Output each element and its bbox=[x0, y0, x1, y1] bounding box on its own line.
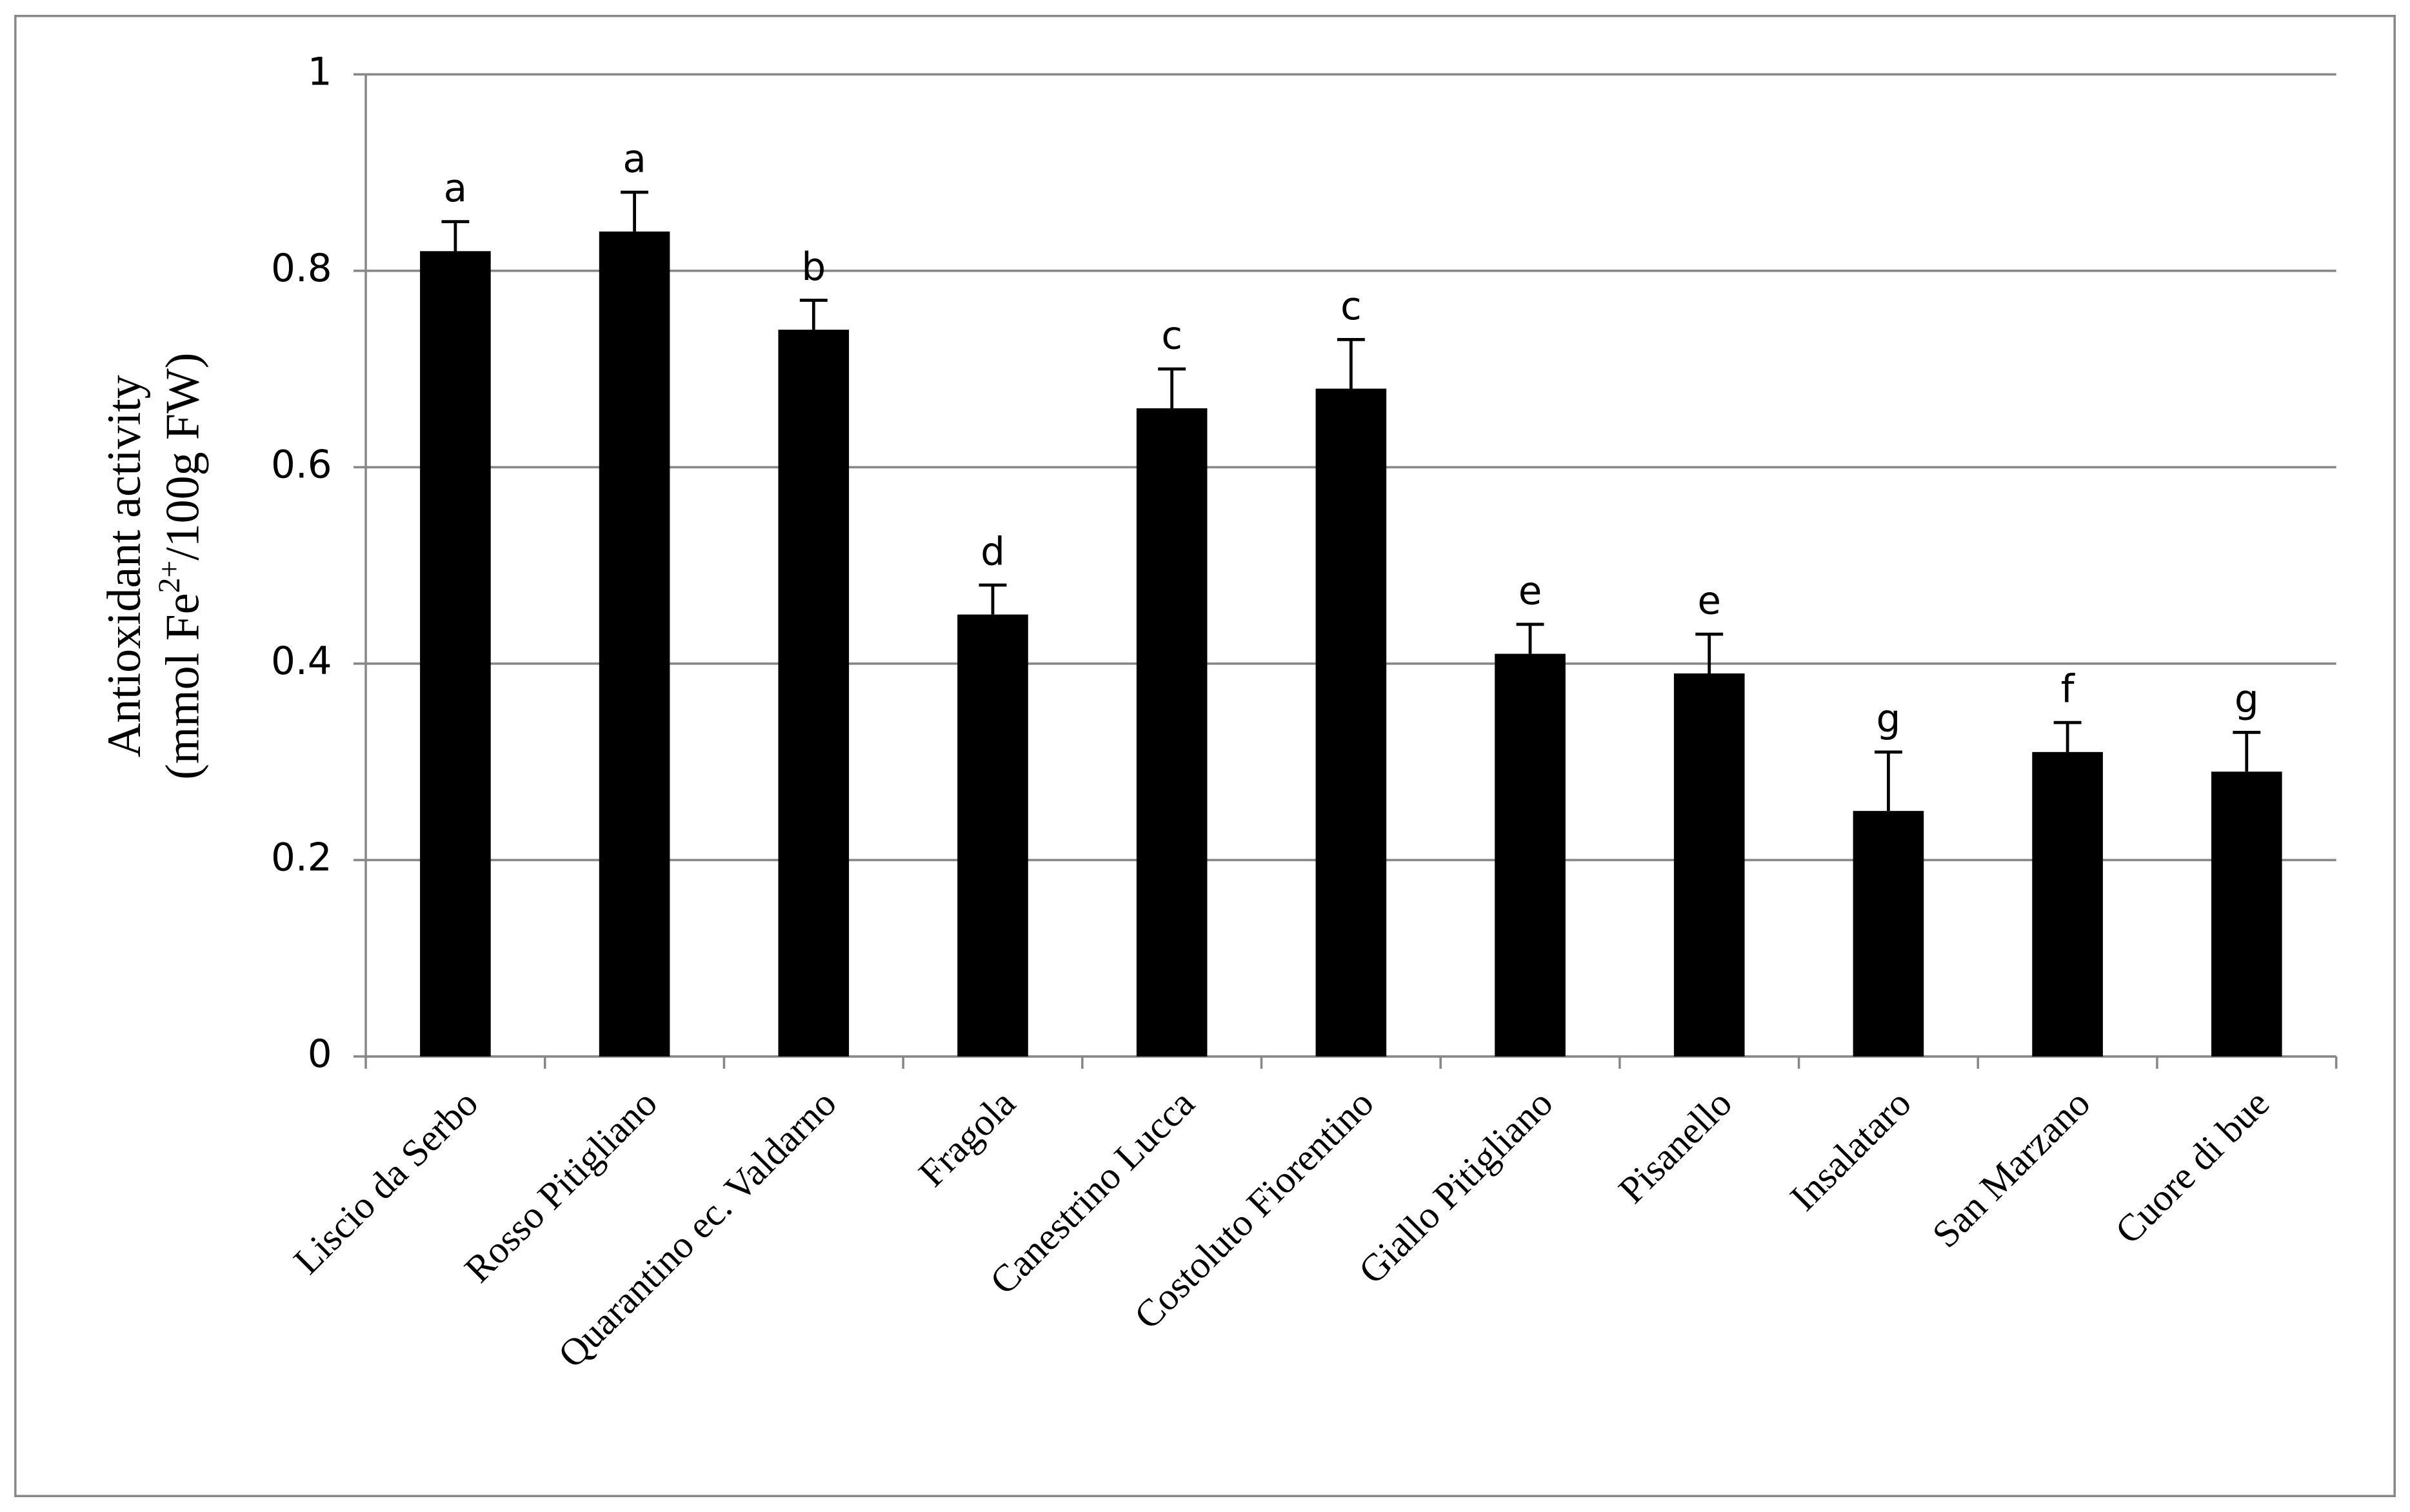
y-axis-label: Antioxidant activity bbox=[97, 375, 150, 757]
bar bbox=[957, 614, 1028, 1057]
y-tick-label: 0.4 bbox=[271, 639, 332, 684]
y-tick-label: 0.2 bbox=[271, 835, 332, 880]
annotation: a bbox=[622, 137, 646, 181]
bar bbox=[2211, 771, 2282, 1057]
bar bbox=[778, 330, 850, 1057]
annotation: d bbox=[981, 530, 1005, 574]
annotation: g bbox=[1877, 697, 1901, 741]
y-axis-label-sup: 2+ bbox=[153, 561, 186, 593]
y-axis-label-part: (mmol Fe bbox=[156, 593, 209, 780]
bar bbox=[1673, 673, 1745, 1057]
bar bbox=[420, 251, 491, 1057]
bar bbox=[2032, 751, 2103, 1057]
y-axis-label: (mmol Fe2+/100g FW) bbox=[153, 353, 209, 780]
annotation: f bbox=[2061, 668, 2076, 712]
y-tick-label: 0.6 bbox=[271, 443, 332, 487]
bar bbox=[599, 231, 670, 1057]
bar bbox=[1853, 811, 1924, 1057]
y-tick-label: 0.8 bbox=[271, 246, 332, 291]
y-axis-label-part: /100g FW) bbox=[156, 353, 209, 561]
grid: 0 0.2 0.4 0.6 0.8 1 bbox=[271, 50, 2338, 1077]
annotation: b bbox=[801, 245, 826, 290]
bar bbox=[1136, 408, 1208, 1057]
y-tick-label: 0 bbox=[308, 1032, 332, 1077]
annotation: e bbox=[1697, 579, 1721, 624]
annotation: c bbox=[1340, 284, 1362, 329]
annotation: c bbox=[1161, 314, 1182, 359]
annotation: e bbox=[1519, 569, 1542, 613]
annotation: g bbox=[2235, 677, 2259, 722]
bar bbox=[1495, 653, 1566, 1057]
y-tick-label: 1 bbox=[308, 50, 332, 94]
annotation: a bbox=[444, 166, 468, 211]
bar bbox=[1315, 388, 1387, 1057]
